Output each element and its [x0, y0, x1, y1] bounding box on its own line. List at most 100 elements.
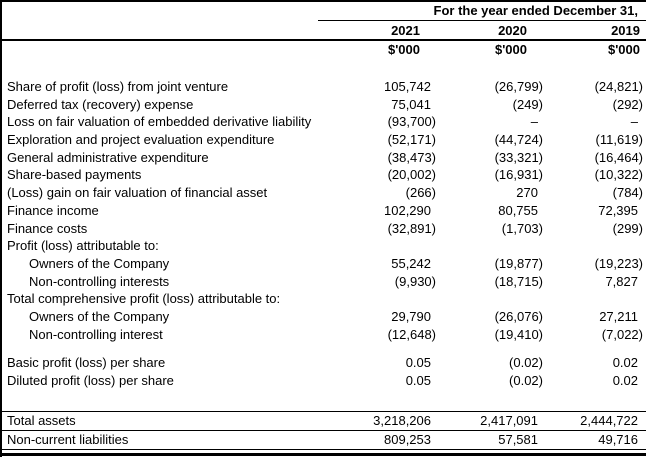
value-2020: (0.02)	[509, 355, 543, 371]
value-2020: (0.02)	[509, 373, 543, 388]
table-row: Share of profit (loss) from joint ventur…	[2, 78, 646, 96]
units-2020: $'000	[494, 42, 527, 57]
section-header-row: Profit (loss) attributable to:	[2, 237, 646, 255]
value-2021: (32,891)	[387, 220, 436, 236]
value-2019: 27,211	[599, 308, 638, 324]
value-2021: (20,002)	[387, 167, 436, 183]
row-label: Owners of the Company	[29, 255, 170, 271]
bottom-border-rule	[2, 452, 646, 456]
row-label: Diluted profit (loss) per share	[7, 373, 174, 388]
value-2020: (16,931)	[494, 167, 543, 183]
value-2021: (93,700)	[387, 114, 436, 130]
value-2021: 29,790	[391, 308, 431, 324]
value-2019: 2,444,722	[580, 412, 638, 428]
value-2021: 102,290	[384, 202, 431, 218]
year-column-2020: 2020	[498, 22, 527, 38]
section-gap	[2, 343, 646, 354]
value-2021: 809,253	[384, 431, 431, 447]
value-2020: 2,417,091	[480, 412, 538, 428]
value-2019: (10,322)	[594, 167, 643, 183]
table-row: Finance income 102,290 80,755 72,395	[2, 202, 646, 220]
value-2020: (26,076)	[494, 308, 543, 324]
section-gap	[2, 390, 646, 411]
row-label: Profit (loss) attributable to:	[7, 238, 159, 254]
value-2020: (18,715)	[494, 273, 543, 289]
header-title-row: For the year ended December 31,	[2, 2, 646, 21]
row-label: Finance costs	[7, 220, 88, 236]
value-2021: (38,473)	[387, 149, 436, 165]
value-2020: (19,877)	[494, 255, 543, 271]
header-title-spacer	[2, 2, 318, 21]
value-2020: 80,755	[498, 202, 538, 218]
value-2019: 72,395	[598, 202, 638, 218]
table-row: Exploration and project evaluation expen…	[2, 131, 646, 149]
value-2021: 0.05	[405, 373, 431, 388]
units-header-row: $'000 $'000 $'000	[2, 41, 646, 58]
value-2019: (24,821)	[594, 79, 643, 94]
row-label: Loss on fair valuation of embedded deriv…	[7, 114, 312, 130]
value-2020: (33,321)	[494, 149, 543, 165]
value-2019: (784)	[612, 185, 643, 201]
value-2021: 55,242	[391, 255, 431, 271]
row-label: Non-current liabilities	[7, 431, 129, 447]
value-2019: (19,223)	[594, 255, 643, 271]
period-title: For the year ended December 31,	[318, 2, 646, 21]
row-label: Non-controlling interest	[29, 326, 163, 342]
table-row: Non-controlling interests (9,930) (18,71…	[2, 273, 646, 291]
value-2021: 105,742	[384, 79, 431, 94]
value-2019: 49,716	[598, 431, 638, 447]
value-2020: (26,799)	[494, 79, 543, 94]
value-2019: (16,464)	[594, 149, 643, 165]
year-column-2019: 2019	[611, 22, 640, 38]
value-2021: (9,930)	[394, 273, 436, 289]
table-row: Basic profit (loss) per share 0.05 (0.02…	[2, 354, 646, 372]
value-2020: (44,724)	[494, 132, 543, 148]
value-2021: (266)	[405, 185, 436, 201]
table-row: (Loss) gain on fair valuation of financi…	[2, 184, 646, 202]
row-label: (Loss) gain on fair valuation of financi…	[7, 185, 268, 201]
row-label: Share of profit (loss) from joint ventur…	[7, 79, 229, 94]
table-row: Share-based payments (20,002) (16,931) (…	[2, 166, 646, 184]
units-2019: $'000	[607, 42, 640, 57]
table-row: General administrative expenditure (38,4…	[2, 149, 646, 167]
row-label: Exploration and project evaluation expen…	[7, 132, 275, 148]
table-row: Loss on fair valuation of embedded deriv…	[2, 113, 646, 131]
value-2020: (19,410)	[494, 326, 543, 342]
value-2021: 3,218,206	[373, 412, 431, 428]
table-row: Deferred tax (recovery) expense 75,041 (…	[2, 96, 646, 114]
value-2019: (292)	[612, 96, 643, 112]
table-row: Owners of the Company 29,790 (26,076) 27…	[2, 308, 646, 326]
row-label: Total assets	[7, 412, 76, 428]
row-label: Basic profit (loss) per share	[7, 355, 166, 371]
value-2019: (11,619)	[595, 132, 643, 148]
total-assets-row: Total assets 3,218,206 2,417,091 2,444,7…	[2, 410, 646, 430]
units-2021: $'000	[387, 42, 420, 57]
table-row: Owners of the Company 55,242 (19,877) (1…	[2, 255, 646, 273]
value-2019: 0.02	[612, 373, 638, 388]
value-2020: –	[530, 114, 538, 130]
row-label: Owners of the Company	[29, 308, 170, 324]
row-label: Total comprehensive profit (loss) attrib…	[7, 291, 281, 307]
table-row: Diluted profit (loss) per share 0.05 (0.…	[2, 372, 646, 390]
row-label: Deferred tax (recovery) expense	[7, 96, 194, 112]
year-header-row: 2021 2020 2019	[2, 21, 646, 41]
table-row: Finance costs (32,891) (1,703) (299)	[2, 220, 646, 238]
value-2019: 7,827	[605, 273, 638, 289]
value-2021: 75,041	[391, 96, 431, 112]
year-column-2021: 2021	[391, 22, 420, 38]
row-label: General administrative expenditure	[7, 149, 209, 165]
value-2020: (1,703)	[501, 220, 543, 236]
value-2021: (12,648)	[387, 326, 436, 342]
value-2019: (7,022)	[601, 326, 643, 342]
row-label: Share-based payments	[7, 167, 142, 183]
value-2019: (299)	[612, 220, 643, 236]
value-2019: 0.02	[612, 355, 638, 371]
non-current-liabilities-row: Non-current liabilities 809,253 57,581 4…	[2, 429, 646, 450]
value-2021: (52,171)	[387, 132, 436, 148]
section-header-row: Total comprehensive profit (loss) attrib…	[2, 290, 646, 308]
header-gap	[2, 58, 646, 78]
table-row: Non-controlling interest (12,648) (19,41…	[2, 326, 646, 344]
row-label: Finance income	[7, 202, 99, 218]
value-2020: (249)	[512, 96, 543, 112]
